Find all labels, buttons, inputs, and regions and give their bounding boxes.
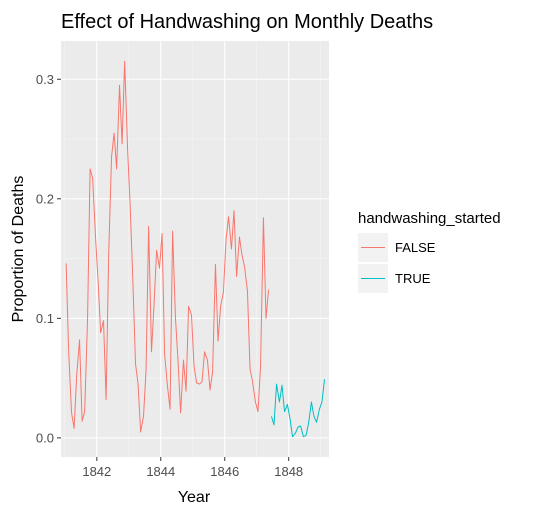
series-line-false xyxy=(65,60,270,433)
axis-ticks xyxy=(57,78,290,461)
y-tick-label: 0.2 xyxy=(36,191,54,206)
minor-gridlines xyxy=(61,41,329,457)
x-tick-label: 1844 xyxy=(146,464,175,479)
x-axis-title: Year xyxy=(178,489,211,506)
y-axis-title: Proportion of Deaths xyxy=(10,176,27,323)
legend-entries: FALSE TRUE xyxy=(358,233,436,293)
series-layer xyxy=(65,60,326,438)
y-tick-label: 0.0 xyxy=(36,430,54,445)
series-line-true xyxy=(270,379,326,438)
chart-title: Effect of Handwashing on Monthly Deaths xyxy=(61,11,433,33)
legend-label-true: TRUE xyxy=(395,271,431,286)
x-tick-label: 1848 xyxy=(274,464,303,479)
x-tick-label: 1842 xyxy=(82,464,111,479)
legend: handwashing_started FALSE TRUE xyxy=(358,210,501,293)
legend-title: handwashing_started xyxy=(358,210,501,227)
tick-labels: 1842 1844 1846 1848 0.0 0.1 0.2 0.3 xyxy=(36,72,303,479)
y-tick-label: 0.3 xyxy=(36,72,54,87)
x-tick-label: 1846 xyxy=(210,464,239,479)
legend-label-false: FALSE xyxy=(395,240,436,255)
y-tick-label: 0.1 xyxy=(36,311,54,326)
